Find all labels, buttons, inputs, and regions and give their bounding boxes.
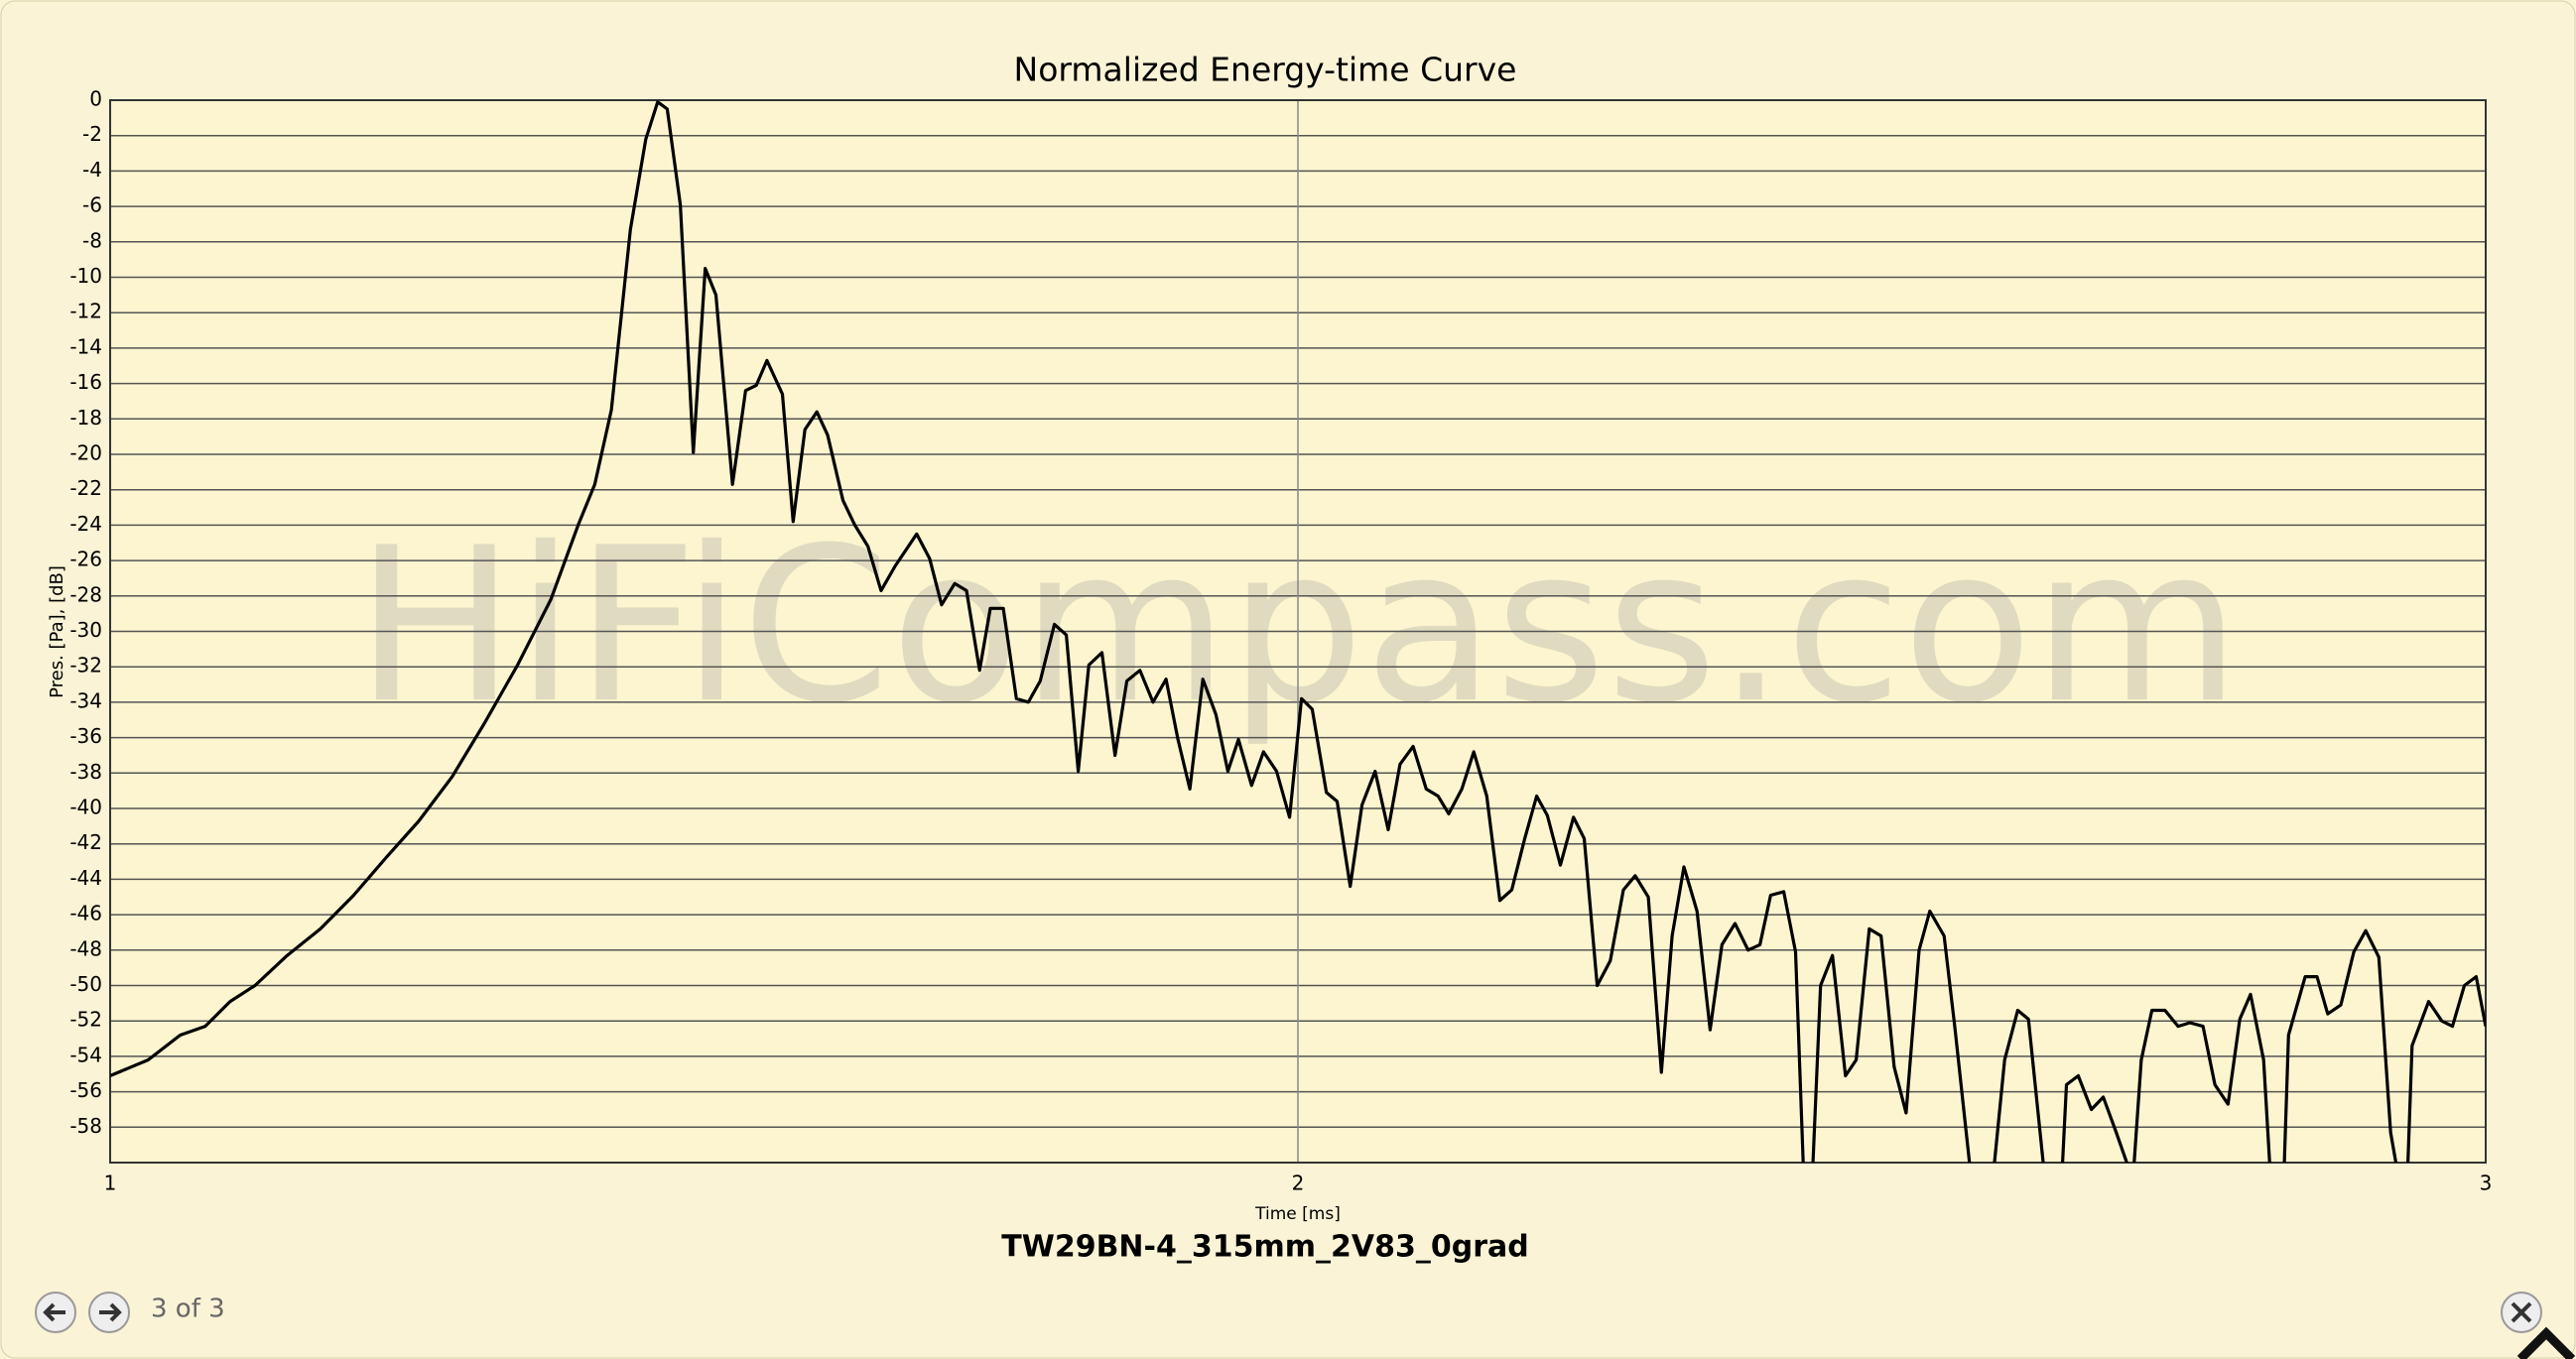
y-tick-label: -56 <box>69 1078 102 1102</box>
y-tick-label: -12 <box>69 300 102 323</box>
y-tick-label: -28 <box>69 582 102 606</box>
pager-text: 3 of 3 <box>151 1295 225 1324</box>
y-tick-label: -46 <box>69 902 102 926</box>
y-tick-label: -44 <box>69 866 102 890</box>
chart-title: Normalized Energy-time Curve <box>1014 51 1517 89</box>
y-tick-label: -4 <box>82 158 102 182</box>
y-tick-label: -30 <box>69 618 102 642</box>
close-button[interactable] <box>2501 1292 2542 1333</box>
y-tick-label: -20 <box>69 441 102 465</box>
y-tick-label: -34 <box>69 688 102 712</box>
y-tick-label: -22 <box>69 476 102 500</box>
y-tick-label: -52 <box>69 1008 102 1032</box>
y-tick-label: -2 <box>82 122 102 146</box>
prev-button[interactable] <box>35 1292 76 1333</box>
y-tick-label: -48 <box>69 936 102 960</box>
y-axis-label: Pres. [Pa], [dB] <box>47 565 67 698</box>
y-tick-label: -6 <box>82 193 102 217</box>
y-tick-label: -40 <box>69 796 102 819</box>
x-axis-label: Time [ms] <box>1254 1204 1341 1224</box>
y-tick-label: -8 <box>82 228 102 252</box>
y-tick-label: -10 <box>69 264 102 288</box>
next-button[interactable] <box>88 1292 130 1333</box>
x-tick-label: 3 <box>2480 1172 2493 1195</box>
y-tick-label: -24 <box>69 512 102 536</box>
y-tick-label: 0 <box>89 87 102 111</box>
y-tick-label: -14 <box>69 334 102 358</box>
y-tick-label: -42 <box>69 830 102 854</box>
chart-subtitle: TW29BN-4_315mm_2V83_0grad <box>1001 1230 1528 1265</box>
y-tick-label: -54 <box>69 1043 102 1066</box>
plot-frame <box>109 99 2487 1164</box>
y-tick-label: -38 <box>69 760 102 784</box>
data-line <box>110 100 2486 1163</box>
y-tick-label: -58 <box>69 1114 102 1138</box>
x-tick-label: 2 <box>1292 1172 1305 1195</box>
y-tick-label: -18 <box>69 406 102 430</box>
y-tick-label: -50 <box>69 972 102 996</box>
x-tick-label: 1 <box>104 1172 117 1195</box>
y-tick-label: -16 <box>69 370 102 394</box>
scroll-top-icon[interactable] <box>2516 1326 2576 1359</box>
y-tick-label: -32 <box>69 654 102 678</box>
y-tick-label: -26 <box>69 548 102 571</box>
y-tick-label: -36 <box>69 724 102 748</box>
